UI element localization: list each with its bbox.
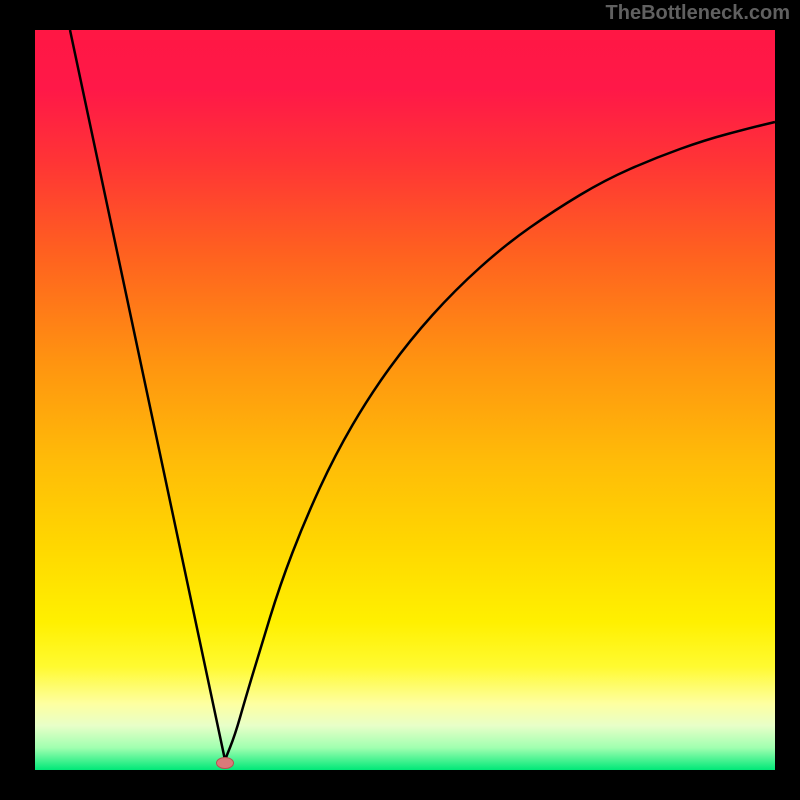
minimum-marker	[216, 757, 234, 769]
plot-area	[35, 30, 775, 770]
chart-container: TheBottleneck.com	[0, 0, 800, 800]
watermark-text: TheBottleneck.com	[606, 2, 790, 25]
